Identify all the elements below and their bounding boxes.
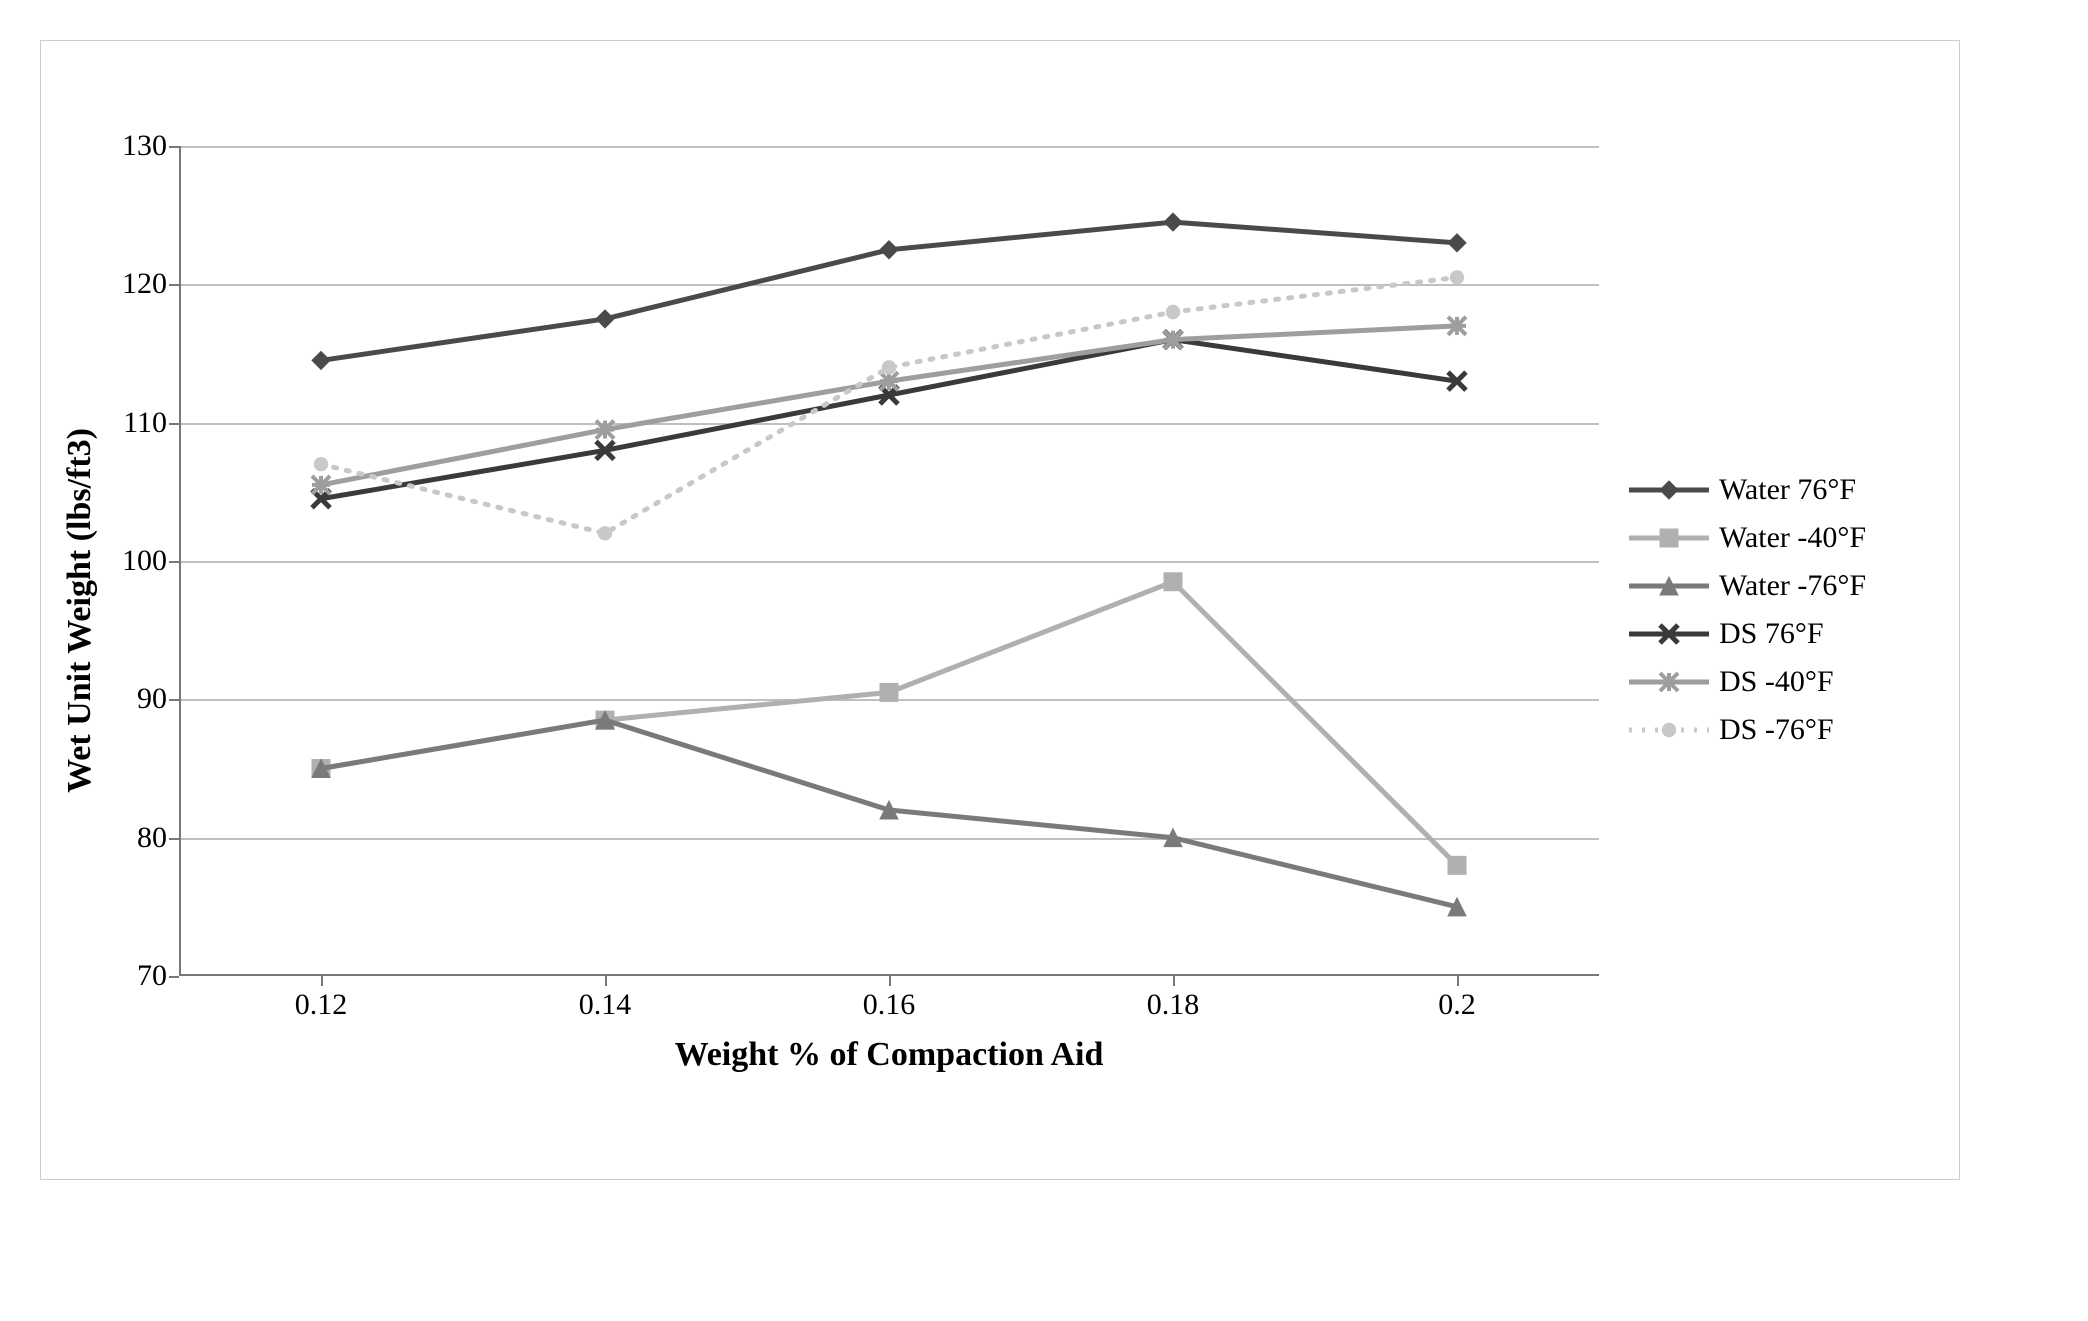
y-axis-label: Wet Unit Weight (lbs/ft3) bbox=[61, 428, 99, 793]
legend-swatch bbox=[1629, 571, 1709, 601]
chart-inner: Wet Unit Weight (lbs/ft3) 70809010011012… bbox=[61, 61, 1929, 1159]
legend-swatch bbox=[1629, 619, 1709, 649]
legend: Water 76°F Water -40°F Water -76°F DS 76°F D… bbox=[1629, 459, 1866, 761]
legend-label: Water 76°F bbox=[1719, 473, 1856, 507]
legend-swatch bbox=[1629, 667, 1709, 697]
x-tick-mark bbox=[321, 976, 323, 986]
legend-item: DS -40°F bbox=[1629, 665, 1866, 699]
plot-area: 7080901001101201300.120.140.160.180.2 bbox=[179, 146, 1599, 976]
legend-swatch bbox=[1629, 475, 1709, 505]
legend-swatch bbox=[1629, 715, 1709, 745]
x-tick-mark bbox=[1457, 976, 1459, 986]
legend-label: DS -76°F bbox=[1719, 713, 1834, 747]
legend-swatch bbox=[1629, 523, 1709, 553]
legend-item: DS 76°F bbox=[1629, 617, 1866, 651]
x-tick-mark bbox=[889, 976, 891, 986]
y-tick-mark bbox=[169, 423, 179, 425]
legend-item: Water -76°F bbox=[1629, 569, 1866, 603]
chart-frame: Wet Unit Weight (lbs/ft3) 70809010011012… bbox=[40, 40, 1960, 1180]
series-line bbox=[179, 146, 1599, 976]
y-tick-mark bbox=[169, 838, 179, 840]
x-tick-mark bbox=[1173, 976, 1175, 986]
y-tick-mark bbox=[169, 146, 179, 148]
y-tick-mark bbox=[169, 284, 179, 286]
legend-label: DS -40°F bbox=[1719, 665, 1834, 699]
legend-item: DS -76°F bbox=[1629, 713, 1866, 747]
y-tick-mark bbox=[169, 699, 179, 701]
legend-item: Water -40°F bbox=[1629, 521, 1866, 555]
y-tick-mark bbox=[169, 561, 179, 563]
legend-label: Water -76°F bbox=[1719, 569, 1866, 603]
legend-item: Water 76°F bbox=[1629, 473, 1866, 507]
x-axis-label: Weight % of Compaction Aid bbox=[179, 1036, 1599, 1074]
y-tick-mark bbox=[169, 976, 179, 978]
legend-label: Water -40°F bbox=[1719, 521, 1866, 555]
plot-block: 7080901001101201300.120.140.160.180.2 We… bbox=[179, 146, 1599, 1074]
legend-label: DS 76°F bbox=[1719, 617, 1824, 651]
x-tick-mark bbox=[605, 976, 607, 986]
